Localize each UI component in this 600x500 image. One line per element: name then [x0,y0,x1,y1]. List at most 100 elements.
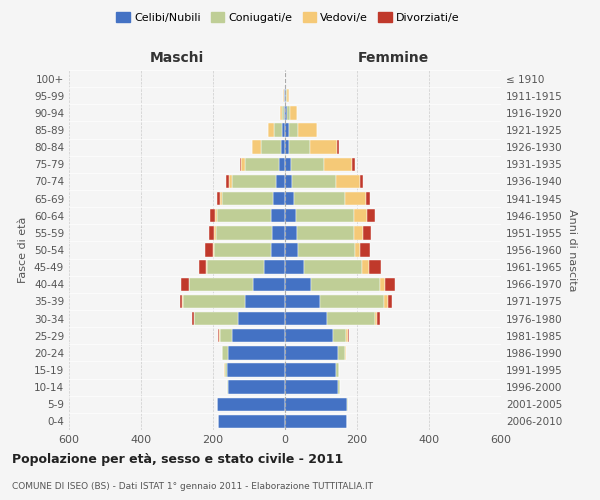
Bar [229,174,232,188]
Bar [354,209,367,222]
Bar [182,294,183,308]
Bar [278,158,285,171]
Bar [282,124,285,136]
Bar [377,312,380,326]
Bar [346,329,347,342]
Bar [283,89,284,102]
Bar [367,209,375,222]
Bar [285,106,287,120]
Bar [285,414,347,428]
Bar [241,158,245,171]
Bar [385,278,395,291]
Bar [280,106,282,120]
Bar [369,260,381,274]
Bar [292,174,336,188]
Bar [285,380,338,394]
Bar [352,158,355,171]
Bar [220,329,232,342]
Bar [285,294,320,308]
Bar [228,380,285,394]
Bar [355,244,360,256]
Bar [285,174,292,188]
Bar [227,380,228,394]
Text: COMUNE DI ISEO (BS) - Dati ISTAT 1° gennaio 2011 - Elaborazione TUTTITALIA.IT: COMUNE DI ISEO (BS) - Dati ISTAT 1° genn… [12,482,373,491]
Bar [232,329,285,342]
Bar [228,346,285,360]
Bar [221,346,223,360]
Bar [347,329,349,342]
Bar [375,312,377,326]
Bar [252,140,261,154]
Bar [285,89,286,102]
Bar [189,278,253,291]
Bar [336,174,359,188]
Bar [285,260,304,274]
Bar [217,398,285,411]
Bar [380,278,385,291]
Bar [285,140,289,154]
Bar [214,244,271,256]
Bar [287,89,289,102]
Bar [291,158,324,171]
Bar [286,89,287,102]
Bar [328,312,375,326]
Y-axis label: Fasce di età: Fasce di età [19,217,28,283]
Bar [180,294,182,308]
Text: Popolazione per età, sesso e stato civile - 2011: Popolazione per età, sesso e stato civil… [12,452,343,466]
Bar [274,192,285,205]
Bar [181,278,188,291]
Bar [282,106,284,120]
Bar [194,312,238,326]
Bar [268,124,274,136]
Bar [285,124,289,136]
Bar [285,226,297,239]
Bar [296,209,354,222]
Bar [285,244,298,256]
Bar [207,260,264,274]
Bar [217,209,271,222]
Text: Femmine: Femmine [358,51,428,65]
Bar [285,192,295,205]
Bar [284,106,285,120]
Bar [298,244,355,256]
Bar [274,124,282,136]
Bar [338,380,340,394]
Bar [272,226,285,239]
Text: Maschi: Maschi [150,51,204,65]
Bar [365,192,370,205]
Bar [311,278,380,291]
Bar [304,260,362,274]
Bar [297,226,354,239]
Bar [290,106,297,120]
Bar [285,364,337,376]
Bar [276,174,285,188]
Bar [232,174,276,188]
Bar [285,278,311,291]
Bar [354,226,363,239]
Bar [285,398,347,411]
Bar [227,364,285,376]
Bar [264,260,285,274]
Bar [240,158,241,171]
Y-axis label: Anni di nascita: Anni di nascita [566,209,577,291]
Bar [206,260,207,274]
Bar [333,329,346,342]
Bar [363,226,371,239]
Bar [223,346,228,360]
Bar [238,312,285,326]
Bar [320,294,385,308]
Bar [218,329,220,342]
Bar [224,364,227,376]
Bar [245,158,278,171]
Bar [253,278,285,291]
Bar [220,192,223,205]
Bar [285,329,333,342]
Bar [199,260,206,274]
Bar [188,278,189,291]
Bar [337,140,339,154]
Bar [360,244,370,256]
Bar [338,346,346,360]
Bar [215,226,272,239]
Bar [281,140,285,154]
Bar [226,174,229,188]
